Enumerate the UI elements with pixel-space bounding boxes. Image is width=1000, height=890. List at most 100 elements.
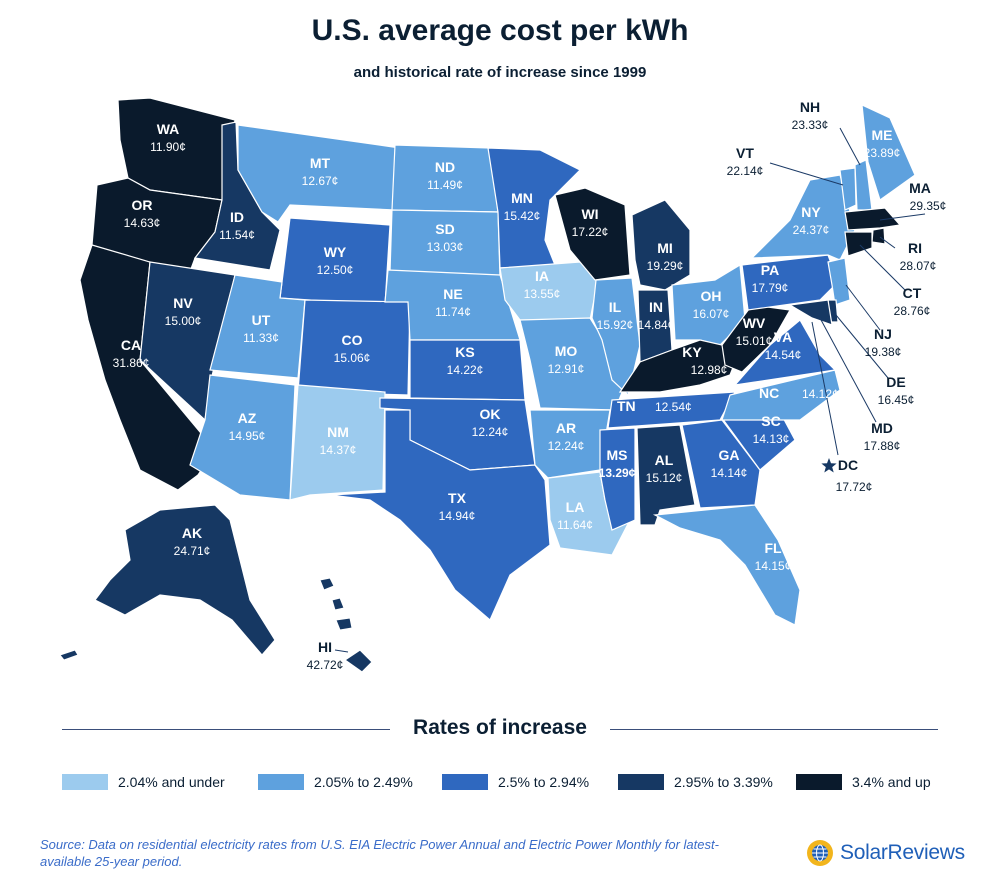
state-shape-ar[interactable] — [529, 409, 611, 479]
state-abbr-pa: PA — [761, 262, 779, 278]
state-abbr-or: OR — [132, 197, 153, 213]
state-abbr-id: ID — [230, 209, 244, 225]
state-shape-ma[interactable] — [844, 207, 902, 231]
state-shape-id[interactable] — [193, 121, 281, 271]
state-abbr-me: ME — [872, 127, 893, 143]
state-abbr-mn: MN — [511, 190, 533, 206]
state-abbr-ks: KS — [455, 344, 474, 360]
state-shape-mn[interactable] — [487, 147, 582, 269]
leader-line-hi — [334, 649, 349, 653]
state-abbr-nj: NJ — [874, 326, 892, 342]
state-abbr-ut: UT — [252, 312, 271, 328]
state-shape-nm[interactable] — [289, 384, 386, 501]
state-value-wi: 17.22¢ — [572, 225, 609, 239]
state-value-mo: 12.91¢ — [548, 362, 585, 376]
state-shape-il[interactable] — [591, 277, 641, 397]
state-shape-ri[interactable] — [871, 227, 886, 245]
state-shape-md[interactable] — [788, 299, 833, 326]
state-value-nv: 15.00¢ — [165, 314, 202, 328]
state-value-mi: 19.29¢ — [647, 259, 684, 273]
state-abbr-ri: RI — [908, 240, 922, 256]
state-shape-me[interactable] — [861, 104, 916, 201]
state-shape-ak[interactable] — [94, 504, 276, 656]
leader-line-md — [819, 317, 877, 423]
state-abbr-az: AZ — [238, 410, 257, 426]
state-value-va: 14.54¢ — [765, 348, 802, 362]
state-value-wy: 12.50¢ — [317, 263, 354, 277]
state-abbr-nc: NC — [759, 385, 779, 401]
state-value-la: 11.64¢ — [557, 518, 593, 532]
state-shape-fl[interactable] — [652, 504, 801, 626]
state-shape-nc[interactable] — [721, 369, 841, 421]
legend-swatch — [796, 774, 842, 790]
state-island-hi — [335, 617, 353, 631]
state-value-wa: 11.90¢ — [150, 140, 186, 154]
state-value-id: 11.54¢ — [219, 228, 255, 242]
state-abbr-il: IL — [609, 299, 622, 315]
state-shape-wi[interactable] — [554, 187, 631, 281]
state-shape-mi[interactable] — [631, 199, 691, 291]
map-subtitle: and historical rate of increase since 19… — [353, 64, 647, 81]
leader-line-ma — [879, 213, 926, 221]
state-shape-nj[interactable] — [827, 257, 851, 306]
state-value-me: 23.89¢ — [864, 146, 901, 160]
legend-rule-right — [610, 729, 938, 730]
state-value-ok: 12.24¢ — [472, 425, 509, 439]
legend-item: 2.05% to 2.49% — [258, 772, 413, 792]
state-abbr-nm: NM — [327, 424, 349, 440]
state-abbr-wa: WA — [157, 121, 180, 137]
state-value-nj: 19.38¢ — [865, 345, 902, 359]
state-shape-wy[interactable] — [279, 217, 391, 306]
state-shape-tx[interactable] — [329, 409, 551, 621]
state-abbr-tx: TX — [448, 490, 467, 506]
state-value-co: 15.06¢ — [334, 351, 371, 365]
state-abbr-ok: OK — [480, 406, 501, 422]
state-abbr-al: AL — [655, 452, 674, 468]
state-value-mt: 12.67¢ — [302, 174, 339, 188]
state-abbr-de: DE — [886, 374, 905, 390]
state-value-in: 14.84¢ — [638, 318, 675, 332]
dc-star-icon — [821, 458, 837, 473]
state-abbr-va: VA — [774, 329, 792, 345]
sun-globe-icon — [807, 840, 833, 866]
state-abbr-la: LA — [566, 499, 585, 515]
state-shape-hi[interactable] — [343, 649, 373, 673]
leader-line-nj — [845, 284, 881, 331]
legend-title: Rates of increase — [413, 716, 587, 739]
state-value-oh: 16.07¢ — [693, 307, 730, 321]
legend-label: 2.5% to 2.94% — [498, 774, 590, 790]
state-abbr-ia: IA — [535, 268, 549, 284]
legend-swatch — [258, 774, 304, 790]
state-value-vt: 22.14¢ — [727, 164, 764, 178]
state-abbr-tn: TN — [617, 398, 636, 414]
state-abbr-co: CO — [342, 332, 363, 348]
state-value-tx: 14.94¢ — [439, 509, 476, 523]
legend-swatch — [62, 774, 108, 790]
state-shape-al[interactable] — [636, 424, 696, 526]
state-shape-co[interactable] — [297, 299, 411, 396]
state-shape-ga[interactable] — [681, 419, 761, 509]
state-value-ct: 28.76¢ — [894, 304, 931, 318]
state-abbr-wv: WV — [743, 315, 766, 331]
state-abbr-ga: GA — [719, 447, 740, 463]
state-value-wv: 15.01¢ — [736, 334, 773, 348]
state-shape-pa[interactable] — [741, 254, 839, 311]
state-value-ak: 24.71¢ — [174, 544, 211, 558]
state-abbr-mt: MT — [310, 155, 331, 171]
state-abbr-sd: SD — [435, 221, 454, 237]
state-value-il: 15.92¢ — [597, 318, 634, 332]
state-abbr-nv: NV — [173, 295, 193, 311]
legend-rule-left — [62, 729, 390, 730]
state-value-ma: 29.35¢ — [910, 199, 947, 213]
state-value-ga: 14.14¢ — [711, 466, 748, 480]
leader-line-nh — [839, 127, 861, 166]
state-shape-va[interactable] — [733, 319, 837, 386]
state-shape-az[interactable] — [189, 374, 296, 501]
state-shape-mo[interactable] — [519, 317, 626, 411]
state-abbr-hi: HI — [318, 639, 332, 655]
state-abbr-ca: CA — [121, 337, 141, 353]
state-value-fl: 14.15¢ — [755, 559, 792, 573]
state-shape-ms[interactable] — [599, 427, 636, 531]
state-value-ny: 24.37¢ — [793, 223, 830, 237]
state-shape-vt[interactable] — [839, 167, 857, 211]
